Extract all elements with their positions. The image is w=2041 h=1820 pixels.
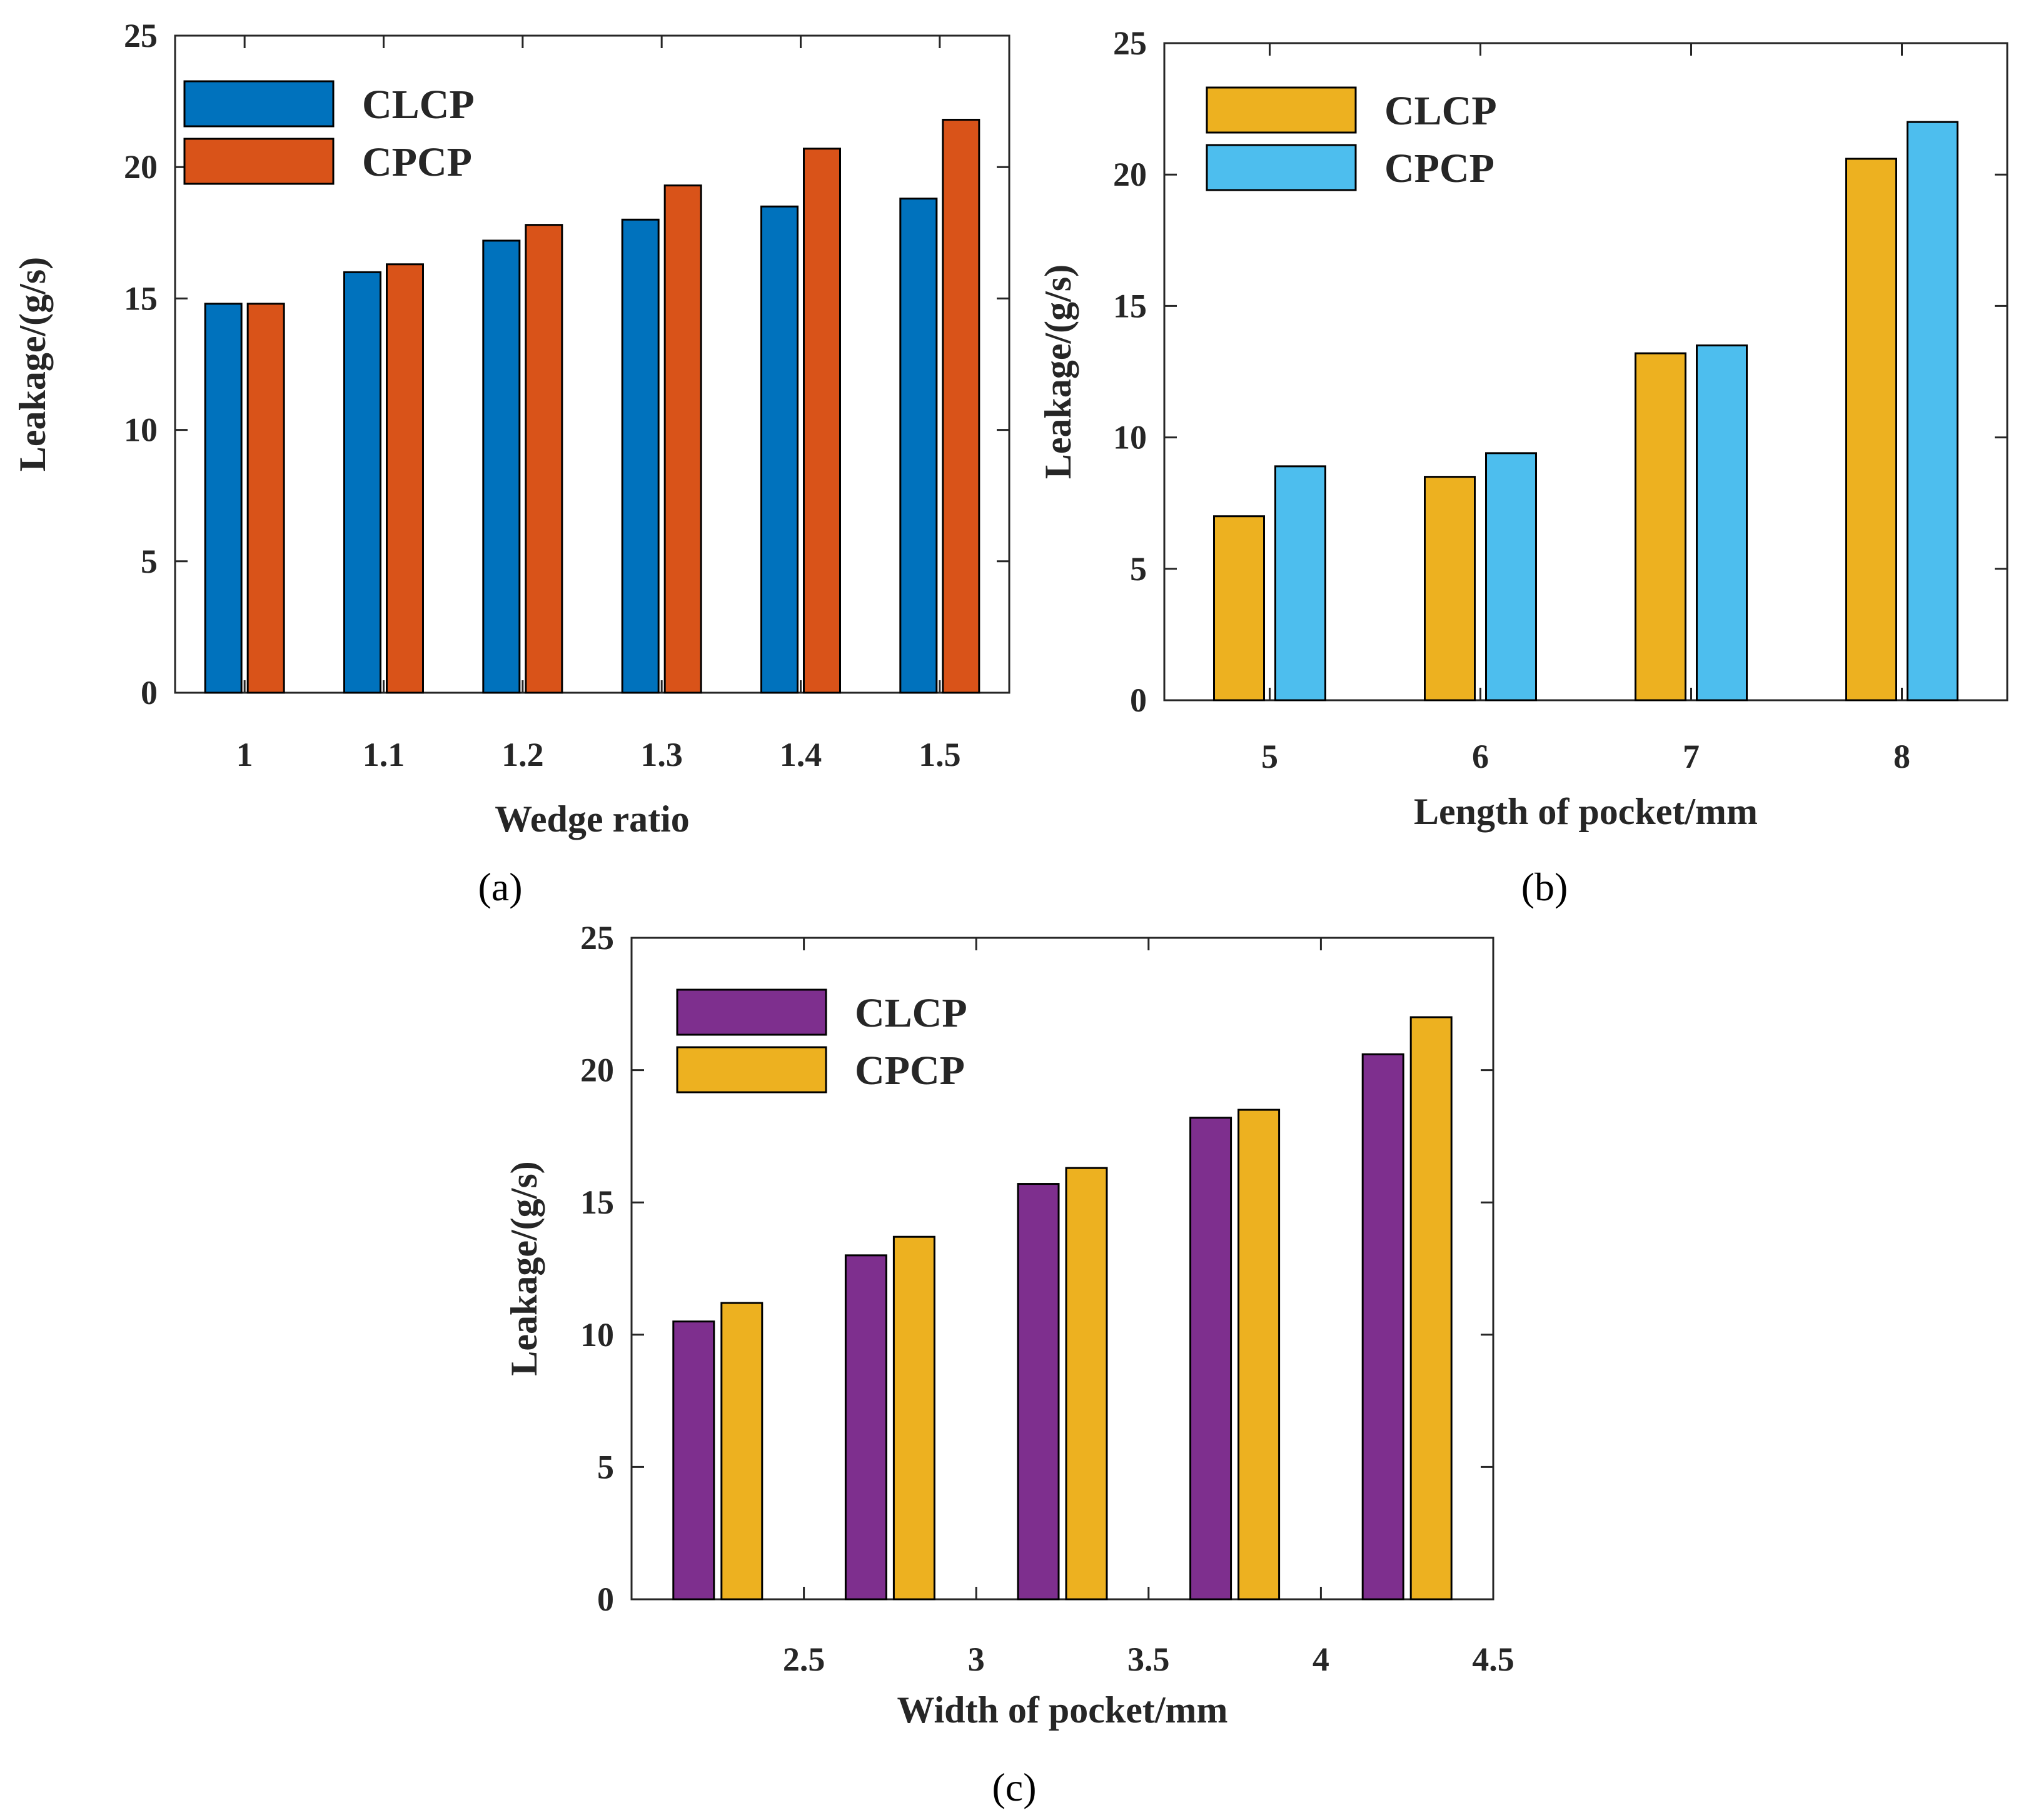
bar-clcp-3 bbox=[1635, 352, 1686, 701]
legend-label-cpcp: CPCP bbox=[362, 139, 472, 185]
bar-clcp-5 bbox=[1361, 1053, 1404, 1601]
bar-clcp-2 bbox=[1424, 476, 1476, 701]
y-tick-label: 25 bbox=[580, 919, 614, 957]
y-tick-label: 10 bbox=[1113, 419, 1147, 456]
bar-cpcp-3 bbox=[525, 224, 563, 694]
x-tick-label: 3.5 bbox=[1127, 1641, 1170, 1678]
y-tick-label: 15 bbox=[124, 279, 158, 317]
legend-swatch-cpcp bbox=[676, 1046, 827, 1094]
bar-cpcp-4 bbox=[1237, 1109, 1281, 1601]
legend-swatch-clcp bbox=[676, 988, 827, 1036]
y-axis-label: Leakage/(g/s) bbox=[503, 1161, 545, 1375]
y-tick-label: 5 bbox=[1130, 550, 1147, 588]
legend-swatch-cpcp bbox=[1206, 144, 1357, 191]
legend-swatch-clcp bbox=[1206, 86, 1357, 134]
panel-caption: (a) bbox=[478, 865, 522, 909]
bar-cpcp-1 bbox=[246, 303, 285, 694]
y-tick-label: 10 bbox=[580, 1316, 614, 1354]
x-tick-label: 8 bbox=[1893, 738, 1910, 775]
chart-3: 0 5 10 15 20 25 2.5 3 3.5 4 4.5 CLCP CPCP Width of po… bbox=[503, 919, 1514, 1809]
y-axis-label: Leakage/(g/s) bbox=[12, 257, 53, 471]
bar-clcp-6 bbox=[899, 198, 938, 694]
y-axis-label: Leakage/(g/s) bbox=[1037, 264, 1079, 479]
panel-caption: (c) bbox=[992, 1765, 1036, 1809]
y-tick-label: 0 bbox=[597, 1581, 614, 1618]
bar-cpcp-2 bbox=[1485, 452, 1537, 701]
legend-label-cpcp: CPCP bbox=[1384, 146, 1494, 191]
x-tick-label: 6 bbox=[1472, 738, 1489, 775]
y-tick-label: 5 bbox=[597, 1448, 614, 1486]
x-tick-label: 1 bbox=[236, 736, 253, 773]
bar-clcp-1 bbox=[672, 1320, 715, 1601]
plot-area bbox=[174, 34, 1010, 694]
bar-cpcp-5 bbox=[1409, 1016, 1453, 1601]
y-tick-label: 25 bbox=[1113, 24, 1147, 62]
y-tick-label: 20 bbox=[580, 1052, 614, 1089]
legend-label-clcp: CLCP bbox=[855, 990, 967, 1036]
x-axis-label: Width of pocket/mm bbox=[897, 1689, 1228, 1731]
plot-area bbox=[630, 937, 1494, 1601]
y-tick-label: 5 bbox=[141, 543, 158, 580]
bar-clcp-1 bbox=[204, 303, 243, 694]
x-tick-label: 5 bbox=[1261, 738, 1278, 775]
bar-cpcp-3 bbox=[1696, 344, 1748, 701]
bar-clcp-1 bbox=[1213, 515, 1265, 701]
x-tick-label: 1.2 bbox=[501, 736, 544, 773]
x-tick-label: 1.4 bbox=[780, 736, 822, 773]
bar-clcp-4 bbox=[1845, 158, 1897, 701]
legend-label-cpcp: CPCP bbox=[855, 1048, 965, 1094]
y-tick-label: 15 bbox=[580, 1184, 614, 1221]
x-axis-label: Wedge ratio bbox=[495, 798, 690, 840]
bar-clcp-4 bbox=[621, 218, 660, 694]
bar-clcp-5 bbox=[760, 205, 799, 694]
x-tick-label: 7 bbox=[1683, 738, 1700, 775]
y-tick-label: 25 bbox=[124, 17, 158, 54]
bar-cpcp-2 bbox=[386, 263, 424, 694]
chart-2: 0 5 10 15 20 25 5 6 7 8 CLCP CPCP Length of pocket/m… bbox=[1037, 24, 2008, 909]
y-tick-label: 0 bbox=[141, 674, 158, 711]
y-tick-label: 10 bbox=[124, 411, 158, 449]
chart-1: 0 5 10 15 20 25 1 1.1 1.2 1.3 1.4 1.5 CLCP CPCP Wedge … bbox=[12, 17, 1010, 909]
y-tick-label: 0 bbox=[1130, 681, 1147, 719]
bar-clcp-3 bbox=[482, 239, 521, 694]
y-tick-label: 15 bbox=[1113, 287, 1147, 324]
bar-cpcp-6 bbox=[942, 119, 980, 694]
bar-cpcp-1 bbox=[1274, 465, 1326, 701]
bar-clcp-4 bbox=[1189, 1117, 1232, 1601]
bar-clcp-2 bbox=[844, 1254, 887, 1601]
bar-cpcp-2 bbox=[892, 1235, 935, 1601]
x-axis-label: Length of pocket/mm bbox=[1414, 791, 1758, 832]
y-tick-label: 20 bbox=[1113, 156, 1147, 193]
plot-area bbox=[1163, 42, 2008, 701]
x-tick-label: 1.5 bbox=[919, 736, 961, 773]
legend-label-clcp: CLCP bbox=[1384, 88, 1497, 134]
x-tick-label: 4.5 bbox=[1472, 1641, 1514, 1678]
bar-cpcp-3 bbox=[1065, 1167, 1108, 1601]
x-tick-label: 3 bbox=[968, 1641, 985, 1678]
y-tick-label: 20 bbox=[124, 148, 158, 186]
bar-cpcp-4 bbox=[1907, 121, 1958, 701]
x-tick-label: 1.1 bbox=[363, 736, 405, 773]
bar-clcp-3 bbox=[1017, 1183, 1060, 1601]
bar-cpcp-1 bbox=[720, 1302, 763, 1601]
x-tick-label: 1.3 bbox=[640, 736, 683, 773]
bar-clcp-2 bbox=[343, 271, 381, 694]
x-tick-label: 2.5 bbox=[783, 1641, 825, 1678]
legend-swatch-clcp bbox=[183, 80, 335, 128]
legend-swatch-cpcp bbox=[183, 138, 335, 185]
x-tick-label: 4 bbox=[1313, 1641, 1329, 1678]
legend-label-clcp: CLCP bbox=[362, 82, 475, 128]
bar-cpcp-5 bbox=[803, 148, 841, 694]
bar-cpcp-4 bbox=[663, 184, 702, 694]
panel-caption: (b) bbox=[1521, 865, 1568, 909]
